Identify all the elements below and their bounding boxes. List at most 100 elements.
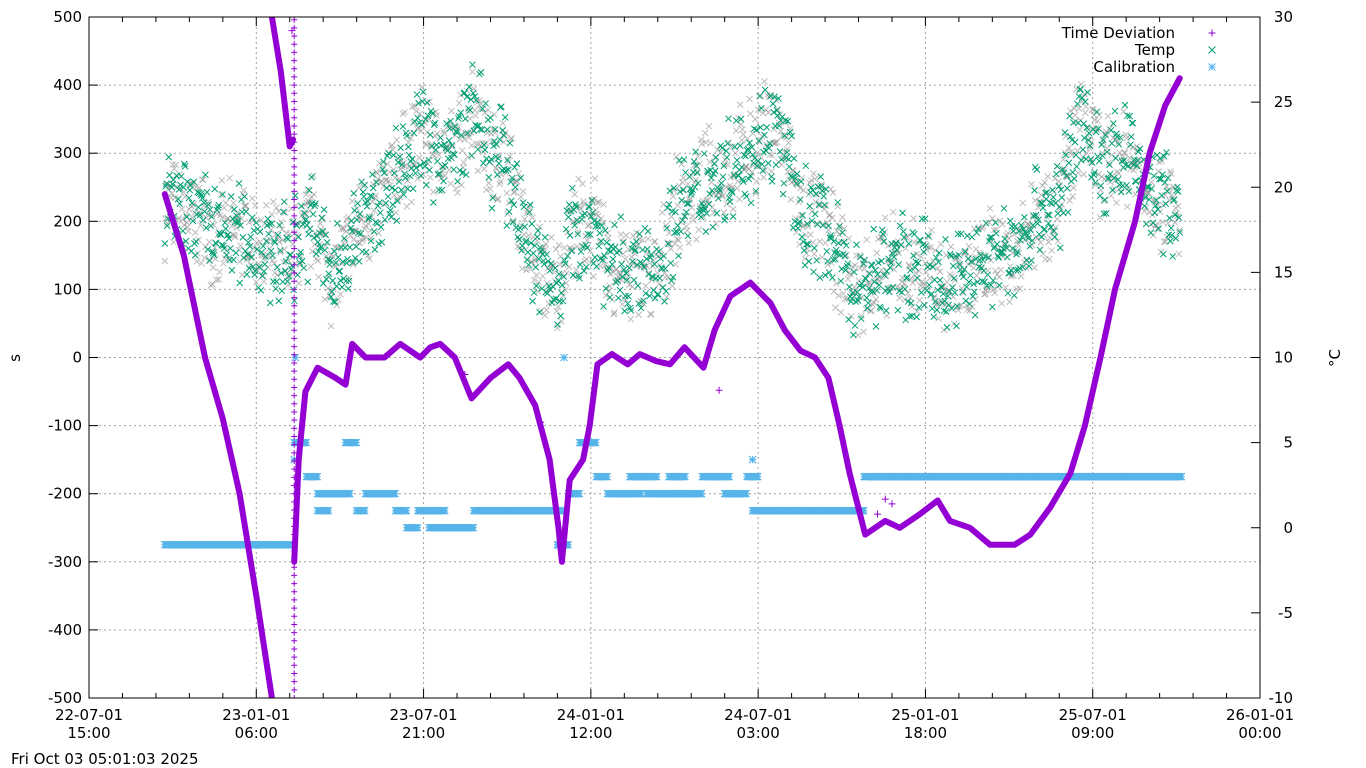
calibration-point xyxy=(360,506,369,515)
temp-point-secondary xyxy=(1074,169,1082,177)
temp-point-secondary xyxy=(383,176,390,184)
temp-point xyxy=(922,242,930,250)
temp-point xyxy=(384,193,392,200)
temp-point xyxy=(810,244,818,252)
temp-point xyxy=(759,167,767,174)
temp-point-secondary xyxy=(430,188,437,196)
temp-point xyxy=(993,240,1001,248)
calibration-point xyxy=(402,506,411,515)
temp-point xyxy=(562,225,570,233)
temp-point-secondary xyxy=(1145,189,1152,197)
time-deviation-point xyxy=(291,327,298,334)
temp-point xyxy=(438,186,446,194)
temp-point xyxy=(1134,157,1141,164)
temp-point xyxy=(835,223,843,230)
temp-point-secondary xyxy=(1074,147,1081,155)
temp-point xyxy=(278,287,286,295)
temp-point xyxy=(1044,211,1052,219)
temp-point-secondary xyxy=(240,187,248,194)
temp-point xyxy=(399,123,407,130)
temp-point-secondary xyxy=(965,242,973,250)
temp-point xyxy=(747,199,755,207)
temp-point xyxy=(369,171,376,178)
temp-point-secondary xyxy=(724,161,732,169)
y-tick-label: -100 xyxy=(48,417,82,435)
temp-point-secondary xyxy=(734,178,742,185)
temp-point-secondary xyxy=(1159,218,1166,226)
temp-point xyxy=(280,208,287,216)
temp-point xyxy=(583,244,591,252)
time-deviation-point xyxy=(291,564,298,571)
time-deviation-point xyxy=(291,17,298,23)
temp-point xyxy=(878,226,886,234)
temp-point xyxy=(233,212,241,220)
temp-point-secondary xyxy=(1006,298,1013,306)
time-deviation-point xyxy=(291,196,298,203)
temp-point-secondary xyxy=(845,235,853,242)
temp-point xyxy=(663,224,671,232)
temp-point xyxy=(176,200,184,208)
temp-point-secondary xyxy=(558,318,565,325)
temp-point xyxy=(1049,186,1056,194)
temp-point-secondary xyxy=(488,138,496,145)
temp-point-secondary xyxy=(828,214,836,222)
temp-point-secondary xyxy=(1053,215,1061,223)
temp-point xyxy=(708,187,716,194)
temp-point xyxy=(609,255,617,263)
temp-point xyxy=(528,220,536,228)
temp-point xyxy=(915,304,923,311)
x-tick-label: 25-01-01 xyxy=(891,706,959,724)
temp-point xyxy=(566,232,574,239)
temp-point xyxy=(390,151,397,159)
temp-point xyxy=(852,298,860,305)
temp-point-secondary xyxy=(447,180,454,187)
temp-point-secondary xyxy=(499,119,507,127)
temp-point-secondary xyxy=(778,132,786,140)
temp-point xyxy=(885,255,892,263)
temp-point xyxy=(913,313,920,321)
temp-point xyxy=(370,228,378,235)
temp-point xyxy=(1103,148,1111,156)
temp-point xyxy=(406,172,414,180)
temp-point xyxy=(681,212,689,220)
temp-point xyxy=(978,264,985,272)
temp-point xyxy=(1035,216,1042,224)
temp-point xyxy=(903,273,911,281)
temp-point xyxy=(1027,226,1034,234)
temp-point xyxy=(942,308,950,315)
temp-point xyxy=(1043,188,1051,196)
temp-point xyxy=(554,321,561,328)
temp-point xyxy=(225,235,233,242)
temp-point-secondary xyxy=(472,112,479,119)
temp-point-secondary xyxy=(248,195,256,202)
temp-point xyxy=(769,100,777,108)
temp-point xyxy=(393,217,401,225)
temp-point xyxy=(441,161,449,169)
temp-point xyxy=(764,159,772,167)
temp-point xyxy=(519,199,527,206)
temp-point xyxy=(660,252,668,260)
time-deviation-point xyxy=(291,572,298,579)
temp-point xyxy=(967,258,975,266)
temp-point xyxy=(800,246,808,254)
temp-point xyxy=(965,278,973,286)
temp-point-secondary xyxy=(783,145,791,153)
temp-point xyxy=(329,277,337,285)
temp-point xyxy=(437,134,444,142)
temp-point xyxy=(574,230,582,238)
temp-point xyxy=(1115,141,1123,148)
temp-point xyxy=(376,199,383,206)
temp-point-secondary xyxy=(430,152,438,160)
temp-point xyxy=(298,202,305,210)
time-deviation-point xyxy=(291,57,298,64)
time-deviation-point xyxy=(291,392,298,399)
temp-point-secondary xyxy=(1085,123,1092,131)
calibration-point xyxy=(352,438,361,447)
temp-point xyxy=(324,256,332,263)
temp-point-secondary xyxy=(902,245,910,252)
temp-point-secondary xyxy=(1086,144,1094,152)
temp-point xyxy=(697,213,705,221)
temp-point-secondary xyxy=(273,204,280,212)
temp-point xyxy=(462,115,469,123)
x-tick-label: 15:00 xyxy=(67,724,110,742)
